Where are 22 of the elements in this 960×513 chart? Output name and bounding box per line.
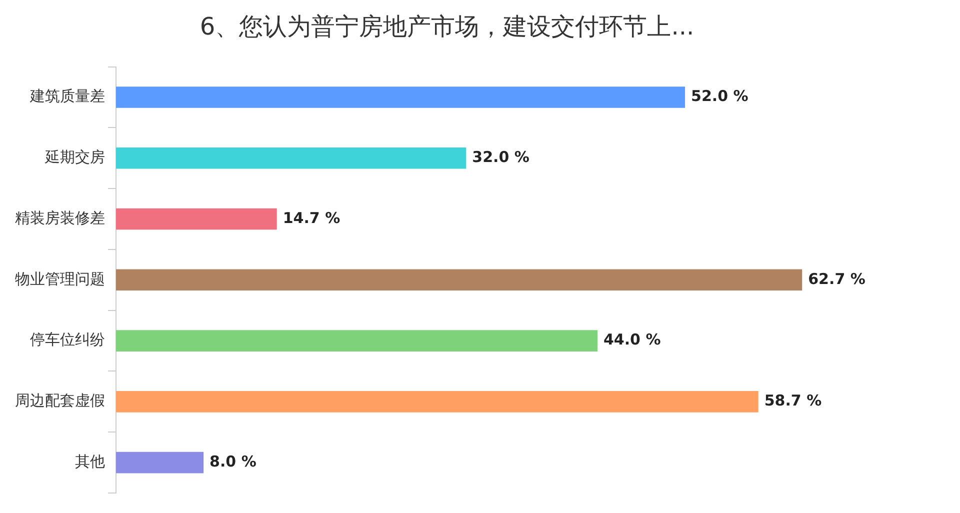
bar — [116, 269, 802, 291]
y-tick-label: 其他 — [75, 452, 105, 470]
data-label: 14.7 % — [282, 208, 340, 227]
y-tick-label: 建筑质量差 — [29, 87, 105, 106]
bar — [116, 330, 598, 352]
chart-title: 6、您认为普宁房地产市场，建设交付环节上... — [200, 12, 694, 41]
bar — [116, 391, 758, 412]
data-label: 58.7 % — [764, 392, 822, 410]
y-tick-label: 延期交房 — [44, 148, 105, 166]
data-label: 52.0 % — [691, 87, 748, 106]
data-label: 44.0 % — [603, 330, 661, 349]
y-tick-label: 周边配套虚假 — [15, 392, 105, 410]
bar — [116, 86, 686, 108]
data-label: 62.7 % — [808, 270, 866, 288]
y-tick-label: 停车位纠纷 — [30, 330, 105, 349]
bar — [116, 147, 466, 169]
y-tick-label: 物业管理问题 — [15, 270, 105, 288]
bar — [116, 452, 204, 474]
bar — [116, 208, 277, 230]
y-tick-label: 精装房装修差 — [15, 208, 105, 227]
data-label: 32.0 % — [472, 148, 530, 166]
data-label: 8.0 % — [210, 452, 256, 470]
